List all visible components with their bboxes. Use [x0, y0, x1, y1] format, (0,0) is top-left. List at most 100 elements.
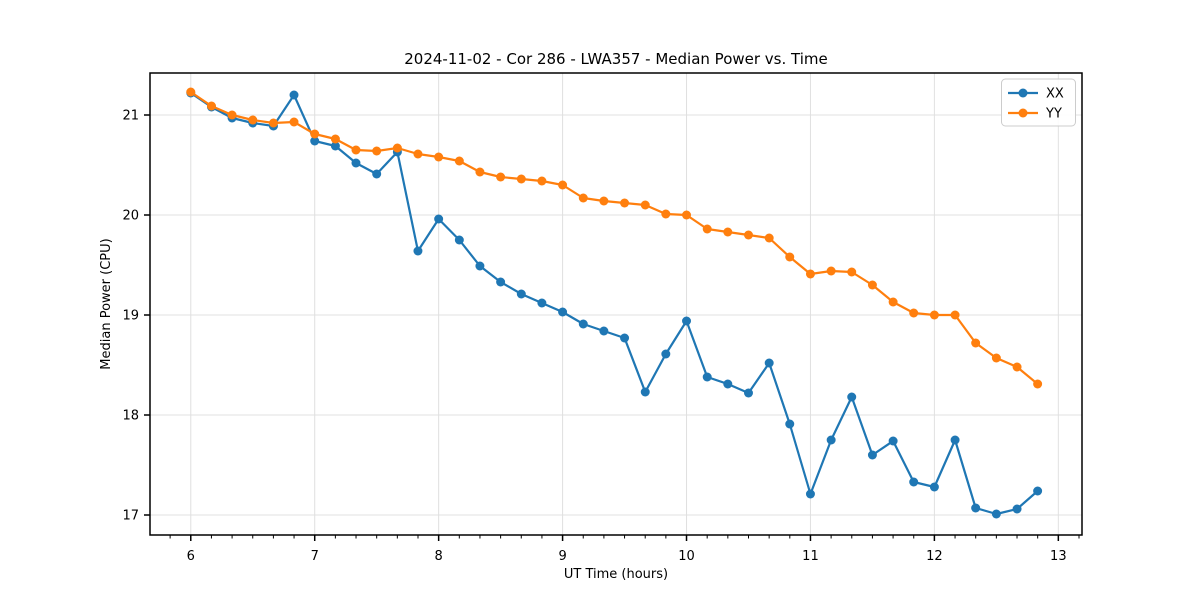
series-yy-marker: [206, 101, 216, 111]
series-yy-marker: [909, 308, 919, 318]
series-yy-marker: [372, 146, 382, 156]
series-yy-marker: [805, 269, 815, 279]
y-tick-label: 17: [122, 509, 139, 524]
series-xx-marker: [558, 307, 568, 317]
series-xx-marker: [909, 477, 919, 487]
legend-marker-xx: [1018, 88, 1028, 98]
series-xx-marker: [867, 450, 877, 460]
x-tick-label: 10: [678, 549, 695, 564]
series-xx-marker: [351, 158, 361, 168]
series-xx-marker: [537, 298, 547, 308]
series-xx-marker: [723, 379, 733, 389]
series-xx-marker: [971, 503, 981, 513]
series-xx-marker: [682, 316, 692, 326]
series-xx-marker: [929, 482, 939, 492]
series-yy-marker: [578, 193, 588, 203]
series-layer: [186, 87, 1043, 519]
series-yy-marker: [764, 233, 774, 243]
series-yy-marker: [413, 149, 423, 159]
series-yy-marker: [454, 156, 464, 166]
legend-item-xx: XX: [1008, 87, 1064, 102]
x-tick-label: 8: [435, 549, 443, 564]
grid-lines: [150, 73, 1082, 535]
legend-box: [1001, 78, 1076, 127]
series-yy-marker: [516, 174, 526, 184]
series-xx-marker: [785, 419, 795, 429]
series-xx-marker: [372, 169, 382, 179]
series-yy-marker: [310, 129, 320, 139]
series-yy-marker: [289, 117, 299, 127]
series-yy-marker: [640, 200, 650, 210]
x-tick-label: 13: [1050, 549, 1067, 564]
series-xx-marker: [950, 435, 960, 445]
series-xx-marker: [1033, 486, 1043, 496]
series-xx-marker: [1012, 504, 1022, 514]
series-xx-marker: [289, 90, 299, 100]
x-axis-label: UT Time (hours): [564, 567, 668, 582]
series-xx-marker: [496, 277, 506, 287]
series-yy-marker: [888, 297, 898, 307]
series-yy-marker: [392, 143, 402, 153]
x-tick-label: 12: [926, 549, 943, 564]
series-xx-marker: [991, 509, 1001, 519]
series-xx-marker: [599, 326, 609, 336]
legend-label-yy: YY: [1045, 107, 1062, 122]
series-yy-marker: [599, 196, 609, 206]
legend-marker-yy: [1018, 108, 1028, 118]
series-xx-marker: [475, 261, 485, 271]
x-tick-label: 9: [558, 549, 566, 564]
y-tick-label: 21: [122, 109, 139, 124]
series-xx-marker: [743, 388, 753, 398]
series-xx-marker: [826, 435, 836, 445]
series-xx-marker: [620, 333, 630, 343]
series-yy-marker: [248, 115, 258, 125]
series-yy-marker: [186, 87, 196, 97]
legend-item-yy: YY: [1008, 107, 1062, 122]
series-yy-marker: [227, 110, 237, 120]
series-yy-marker: [867, 280, 877, 290]
tick-labels: 6 7 8 9 10 11 12 13 17 18 19 20 21: [122, 109, 1066, 565]
series-xx-marker: [702, 372, 712, 382]
series-yy-marker: [661, 209, 671, 219]
y-tick-label: 18: [122, 409, 139, 424]
series-yy-marker: [723, 227, 733, 237]
plot-border: [149, 72, 1083, 536]
series-xx-marker: [434, 214, 444, 224]
series-xx-marker: [578, 319, 588, 329]
series-yy-marker: [475, 167, 485, 177]
axes: [144, 72, 1083, 541]
series-yy-marker: [558, 180, 568, 190]
series-yy-marker: [743, 230, 753, 240]
legend-label-xx: XX: [1046, 87, 1064, 102]
series-yy-marker: [351, 145, 361, 155]
series-xx-marker: [640, 387, 650, 397]
series-yy-marker: [434, 152, 444, 162]
y-tick-label: 20: [122, 209, 139, 224]
y-tick-label: 19: [122, 309, 139, 324]
series-yy-marker: [330, 134, 340, 144]
legend: XX YY: [1001, 78, 1076, 127]
series-xx-marker: [413, 246, 423, 256]
chart-title: 2024-11-02 - Cor 286 - LWA357 - Median P…: [404, 50, 828, 68]
y-axis-label: Median Power (CPU): [99, 238, 114, 369]
series-yy-marker: [785, 252, 795, 262]
x-tick-label: 11: [802, 549, 819, 564]
series-xx-marker: [516, 289, 526, 299]
series-yy-marker: [268, 118, 278, 128]
series-yy-marker: [826, 266, 836, 276]
series-yy-marker: [620, 198, 630, 208]
series-xx-marker: [330, 141, 340, 151]
series-xx-marker: [454, 235, 464, 245]
series-yy-marker: [929, 310, 939, 320]
series-yy-marker: [950, 310, 960, 320]
series-yy-marker: [702, 224, 712, 234]
series-yy-marker: [971, 338, 981, 348]
x-tick-label: 7: [311, 549, 319, 564]
series-xx-line: [189, 91, 1039, 516]
series-xx-marker: [764, 358, 774, 368]
series-yy-marker: [682, 210, 692, 220]
series-xx-marker: [310, 136, 320, 146]
x-tick-label: 6: [187, 549, 195, 564]
